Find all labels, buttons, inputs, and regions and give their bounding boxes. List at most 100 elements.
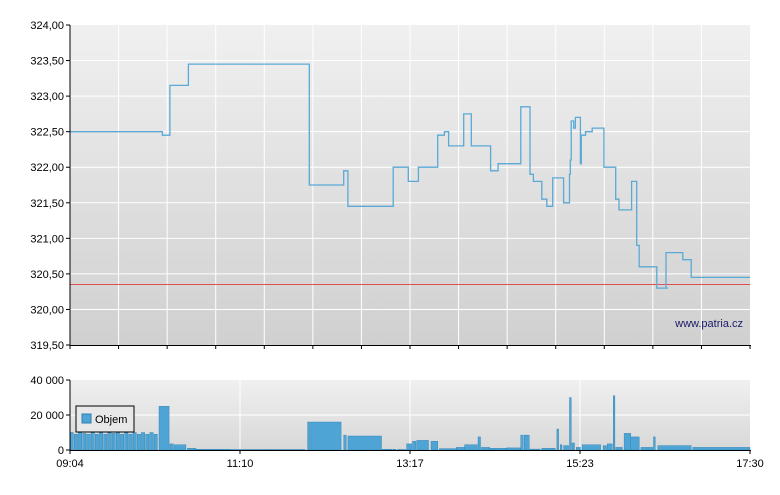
volume-bar [128, 434, 133, 451]
volume-bar [464, 444, 478, 451]
x-tick-label: 17:30 [736, 458, 764, 470]
price-line [70, 63, 750, 289]
volume-bar [132, 432, 137, 451]
x-tick-label: 15:23 [566, 458, 594, 470]
volume-y-tick-label: 20 000 [30, 410, 64, 422]
volume-bar [187, 448, 197, 451]
volume-bar [103, 434, 108, 451]
volume-bar [343, 434, 347, 451]
volume-bar [520, 434, 524, 451]
volume-bar [397, 449, 406, 451]
price-y-tick-label: 323,00 [30, 91, 64, 103]
volume-bars [69, 395, 751, 451]
volume-bar [115, 432, 120, 451]
volume-bar [477, 436, 481, 451]
volume-bar [107, 432, 112, 451]
volume-bar [310, 421, 342, 451]
volume-bar [602, 445, 607, 451]
volume-bar [607, 443, 613, 451]
price-panel: 324,00 323,50 323,00 322,50 322,00 321,50 321,… [30, 20, 751, 352]
volume-bar [613, 395, 616, 451]
volume-bar [393, 449, 396, 451]
volume-bar [307, 421, 311, 451]
volume-bar [94, 434, 99, 451]
price-y-tick-label: 319,50 [30, 340, 64, 352]
volume-bar [347, 435, 382, 451]
volume-grid [70, 380, 750, 450]
price-y-axis: 324,00 323,50 323,00 322,50 322,00 321,50 321,… [30, 20, 70, 352]
volume-bar [73, 434, 78, 451]
volume-bar [271, 449, 306, 451]
volume-bar [692, 447, 751, 451]
legend-swatch [81, 413, 92, 424]
volume-bar [86, 434, 91, 451]
price-grid [70, 25, 750, 345]
volume-bar [82, 433, 87, 451]
volume-bar [569, 397, 572, 451]
x-tick-label: 11:10 [227, 458, 254, 470]
volume-bar [149, 432, 154, 451]
price-y-tick-label: 321,50 [30, 198, 64, 210]
volume-bar [560, 444, 563, 451]
volume-bar [90, 432, 95, 451]
volume-bar [78, 432, 83, 451]
volume-bar [576, 447, 581, 451]
x-tick-label: 13:17 [396, 458, 424, 470]
volume-bar [111, 433, 116, 451]
price-y-tick-label: 321,00 [30, 233, 64, 245]
volume-bar [99, 432, 104, 451]
volume-bar [623, 433, 631, 451]
legend-label: Objem [95, 414, 127, 426]
volume-bar [406, 443, 412, 451]
watermark-text: www.patria.cz [674, 318, 743, 330]
price-y-tick-label: 323,50 [30, 56, 64, 68]
volume-bar [153, 434, 158, 451]
x-tick-label: 09:04 [56, 458, 84, 470]
volume-bar [145, 434, 150, 451]
volume-bar [524, 434, 530, 451]
volume-y-axis: 40 000 20 000 0 [30, 375, 70, 457]
volume-legend: Objem [75, 405, 135, 433]
volume-bar [630, 436, 640, 451]
volume-bar [382, 449, 393, 451]
volume-bar [195, 449, 230, 451]
volume-bar [69, 432, 74, 451]
volume-bar [169, 443, 174, 451]
volume-bar [481, 447, 490, 451]
volume-bar [541, 448, 556, 451]
volume-bar [158, 406, 170, 451]
price-y-tick-label: 324,00 [30, 20, 64, 32]
volume-bar [571, 442, 575, 451]
volume-bar [430, 441, 438, 451]
volume-bar [412, 441, 417, 451]
volume-bar [120, 434, 125, 451]
volume-bar [229, 449, 272, 451]
price-y-tick-label: 322,00 [30, 162, 64, 174]
volume-bar [141, 432, 145, 451]
volume-bar [556, 428, 559, 451]
volume-bar [615, 447, 623, 451]
price-x-ticks [69, 345, 751, 349]
volume-bar [136, 434, 141, 451]
volume-y-tick-label: 40 000 [30, 375, 64, 387]
volume-bar [439, 448, 457, 451]
volume-bar [416, 440, 429, 451]
volume-bar [173, 444, 187, 451]
volume-bar [563, 445, 569, 451]
volume-bar [506, 447, 522, 451]
volume-x-axis: 09:04 11:10 13:17 15:23 17:30 [56, 450, 764, 470]
volume-bar [456, 447, 465, 451]
volume-bar [124, 432, 129, 451]
price-y-tick-label: 320,50 [30, 269, 64, 281]
volume-bar [653, 436, 656, 451]
volume-bar [640, 447, 653, 451]
volume-bar [581, 444, 601, 451]
volume-bar [529, 448, 541, 451]
volume-bar [657, 445, 692, 451]
volume-y-tick-label: 0 [58, 445, 64, 457]
price-y-tick-label: 322,50 [30, 127, 64, 139]
price-y-tick-label: 320,00 [30, 304, 64, 316]
